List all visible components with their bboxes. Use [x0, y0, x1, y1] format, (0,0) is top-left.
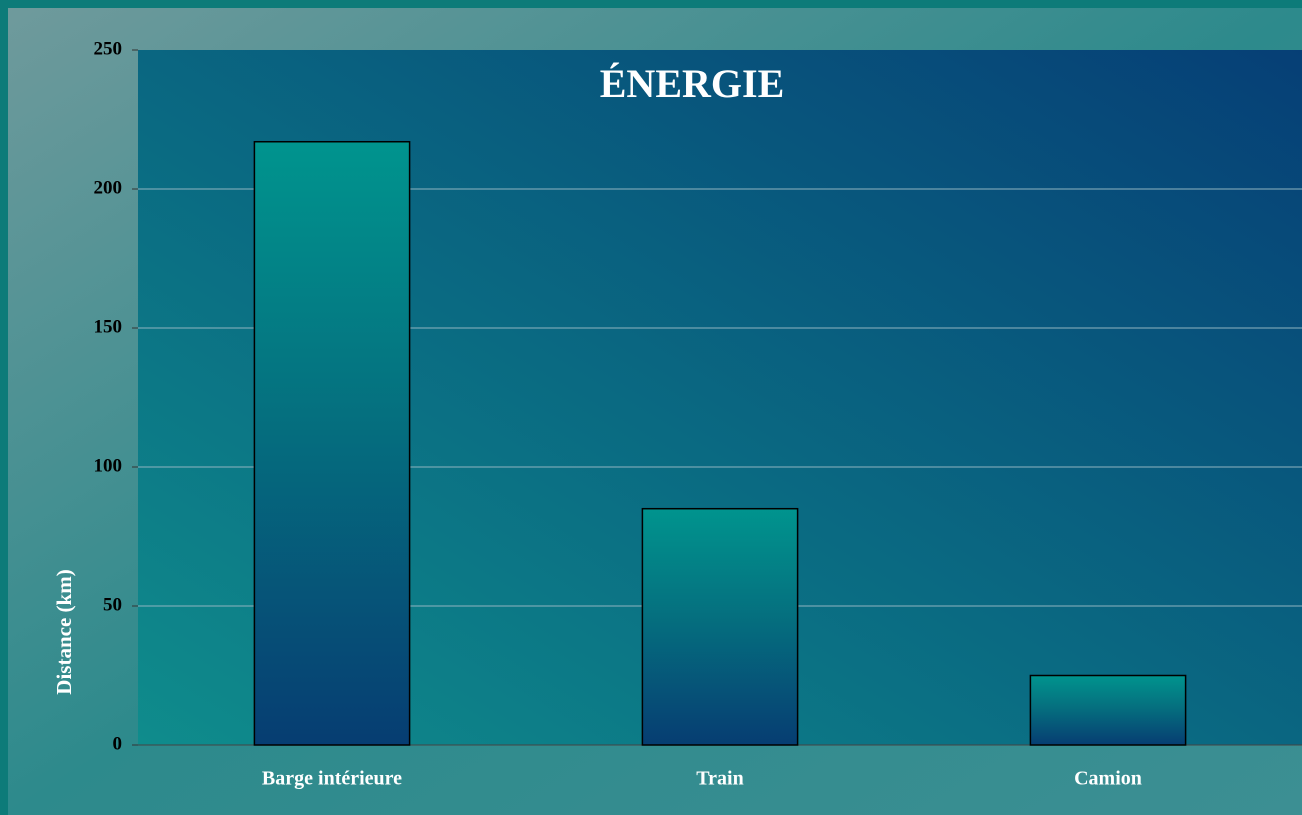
- x-tick-label: Train: [696, 768, 743, 790]
- bar: [1029, 674, 1187, 746]
- x-tick-label: Camion: [1074, 768, 1142, 790]
- y-axis-label: Distance (km): [52, 569, 76, 694]
- y-tick-label: 150: [94, 316, 123, 337]
- chart-title: ÉNERGIE: [600, 61, 785, 106]
- y-tick-label: 200: [94, 177, 123, 198]
- y-tick-label: 250: [94, 38, 123, 59]
- bar: [253, 140, 411, 746]
- y-tick-label: 0: [113, 733, 123, 754]
- y-tick-label: 50: [103, 594, 122, 615]
- y-tick-label: 100: [94, 455, 123, 476]
- bar: [641, 507, 799, 746]
- x-tick-label: Barge intérieure: [262, 768, 402, 790]
